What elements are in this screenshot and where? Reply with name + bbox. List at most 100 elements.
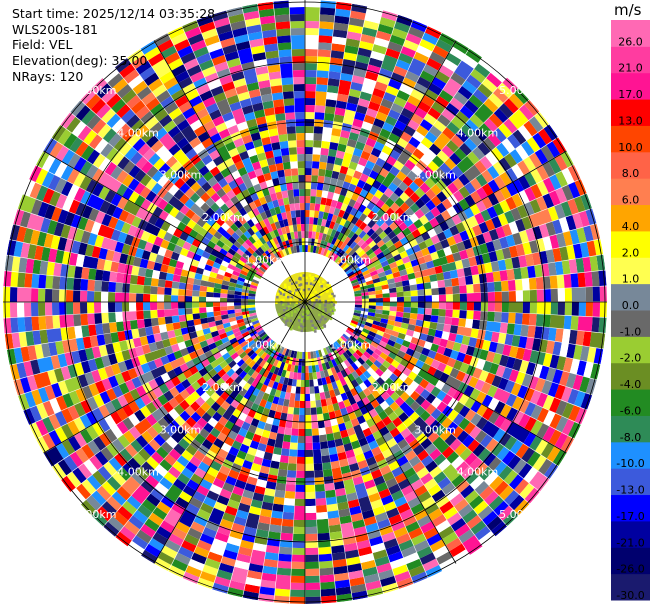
colorbar-tick-label: -21.0: [616, 536, 644, 549]
azimuth-spoke-7: [43, 150, 306, 303]
near-range-speckle: [295, 281, 298, 284]
near-range-speckle: [317, 280, 320, 283]
colorbar-swatch: [611, 178, 650, 206]
near-range-speckle: [294, 304, 297, 307]
colorbar-tick-label: 6.0: [622, 194, 640, 207]
near-range-speckle: [314, 330, 317, 333]
near-range-speckle: [279, 292, 283, 295]
near-range-speckle: [281, 317, 285, 321]
gate-group-9: [43, 7, 579, 601]
near-range-speckle: [324, 301, 327, 304]
near-range-speckle: [282, 298, 285, 302]
colorbar-tick-label: -13.0: [616, 484, 644, 497]
near-range-speckle: [297, 308, 300, 311]
site-text: WLS200s-181: [12, 22, 98, 37]
near-range-speckle: [288, 279, 292, 282]
near-range-speckle: [311, 324, 314, 327]
near-range-speckle: [293, 292, 297, 295]
near-range-speckle: [295, 288, 298, 292]
near-range-speckle: [287, 295, 290, 299]
near-range-speckle: [299, 289, 302, 293]
azimuth-spoke-2: [304, 301, 457, 564]
colorbar-tick-label: -26.0: [616, 563, 644, 576]
near-range-speckle: [307, 288, 311, 291]
colorbar-tick-label: 4.0: [622, 220, 640, 233]
colorbar-swatch: [611, 415, 650, 443]
near-range-speckle: [286, 319, 289, 322]
near-range-speckle: [309, 282, 313, 285]
near-range-speckle: [310, 294, 313, 297]
near-range-speckle: [300, 329, 304, 333]
colorbar-swatch: [611, 283, 650, 311]
near-range-speckle: [317, 327, 320, 330]
ring-label: 5.00km: [75, 508, 117, 521]
colorbar-swatch: [611, 336, 650, 364]
near-range-speckle: [299, 306, 302, 309]
near-range-speckle: [322, 312, 325, 315]
near-range-speckle: [318, 304, 322, 307]
info-block: Start time: 2025/12/14 03:35:28 WLS200s-…: [12, 6, 215, 84]
range-ring-labels: 1.00km 1.00km 1.00km 1.00km 2.00km 2.00km 2.00…: [75, 84, 541, 521]
near-range-speckle: [298, 298, 302, 301]
colorbar-swatch: [611, 204, 650, 232]
ring-label: 4.00km: [457, 126, 499, 139]
colorbar-tick-label: -2.0: [620, 352, 641, 365]
near-range-speckle: [332, 303, 336, 306]
near-range-speckle: [312, 283, 315, 287]
near-range-speckle: [280, 298, 283, 302]
near-range-speckle: [301, 295, 305, 299]
colorbar-tick-label: -4.0: [620, 378, 641, 391]
near-range-speckle: [329, 308, 333, 311]
near-range-speckle: [295, 292, 298, 295]
ring-label: 5.00km: [499, 508, 541, 521]
near-range-speckle: [302, 274, 305, 277]
near-range-speckle: [309, 301, 312, 304]
near-range-speckle: [323, 287, 326, 290]
near-range-speckle: [328, 284, 331, 287]
colorbar-tick-label: -10.0: [616, 457, 644, 470]
near-range-speckle: [311, 293, 315, 296]
near-range-speckle: [331, 309, 335, 312]
colorbar-swatch: [611, 310, 650, 337]
near-range-speckle: [327, 301, 331, 304]
ring-label: 3.00km: [414, 169, 456, 182]
colorbar-swatch: [611, 494, 650, 522]
polar-grid: [3, 0, 607, 604]
azimuth-spoke-11: [304, 150, 567, 303]
near-range-speckle: [319, 293, 323, 296]
colorbar-swatch: [611, 46, 650, 74]
near-range-speckle: [305, 310, 308, 313]
near-range-speckle: [301, 315, 305, 318]
ring-label: 5.00km: [499, 84, 541, 97]
near-range-speckle: [328, 312, 331, 316]
near-range-speckle: [321, 315, 324, 318]
near-range-speckle: [290, 324, 293, 328]
near-range-speckle: [277, 292, 280, 296]
near-range-speckle: [302, 326, 305, 329]
near-range-speckle: [302, 288, 306, 292]
colorbar-tick-label: -30.0: [616, 589, 644, 602]
near-range-speckle: [305, 305, 309, 308]
near-range-speckle: [298, 302, 301, 306]
colorbar-swatch: [611, 441, 650, 469]
azimuth-spoke-1: [304, 301, 567, 454]
ring-label: 1.00km: [329, 338, 371, 351]
ring-label: 2.00km: [202, 381, 244, 394]
near-range-speckle: [275, 301, 278, 304]
near-range-speckle: [322, 310, 325, 313]
near-range-speckle: [311, 298, 314, 301]
gate-group-0: [3, 10, 607, 591]
ring-label: 4.00km: [117, 126, 159, 139]
near-range-speckle: [333, 294, 336, 298]
near-range-speckle: [288, 287, 291, 290]
near-range-speckle: [318, 313, 321, 317]
near-range-speckle: [284, 323, 288, 326]
start-time-text: Start time: 2025/12/14 03:35:28: [12, 6, 215, 21]
near-range-speckle: [325, 290, 329, 293]
near-range-speckle: [333, 308, 336, 312]
near-range-speckle: [315, 326, 318, 330]
near-range-speckle: [282, 293, 286, 296]
near-range-speckle: [306, 317, 309, 320]
near-range-speckle: [285, 307, 289, 310]
near-range-speckle: [308, 274, 312, 277]
